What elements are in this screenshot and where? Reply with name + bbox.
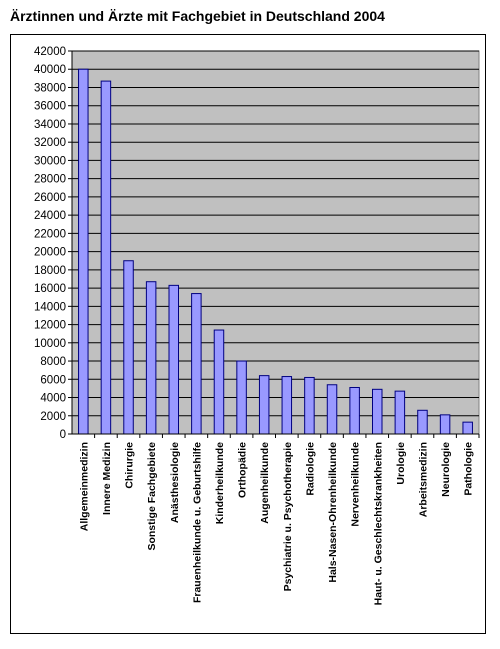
y-axis-ticks: 0 2000 4000 6000 8000 10000 12000 14000 16000 180… — [34, 46, 72, 441]
y-tick-label: 12000 — [34, 320, 66, 332]
y-tick-label: 0 — [60, 429, 66, 441]
bar — [168, 284, 179, 435]
y-tick-label: 40000 — [34, 64, 66, 76]
bar — [236, 360, 247, 435]
bar — [145, 281, 157, 435]
y-tick-label: 14000 — [34, 301, 66, 313]
x-tick-label: Allgemeinmedizin — [78, 442, 90, 531]
x-tick-label: Pathologie — [463, 442, 475, 496]
bar — [394, 390, 406, 435]
x-tick-label: Urologie — [395, 442, 407, 485]
x-tick-label: Anästhesiologie — [169, 442, 181, 523]
bar — [417, 409, 428, 435]
y-tick-label: 38000 — [34, 82, 66, 94]
bar-chart: 0 2000 4000 6000 8000 10000 12000 14000 16000 180… — [34, 46, 480, 606]
x-tick-label: Frauenheilkunde u. Geburtshilfe — [191, 442, 203, 603]
y-tick-label: 2000 — [40, 411, 66, 423]
y-tick-label: 10000 — [34, 338, 66, 350]
x-tick-label: Chirurgie — [124, 442, 136, 489]
chart-title: Ärztinnen und Ärzte mit Fachgebiet in De… — [10, 8, 385, 24]
y-tick-label: 20000 — [34, 247, 66, 259]
x-tick-label: Innere Medizin — [101, 442, 113, 515]
bar — [123, 260, 134, 435]
x-tick-label: Nervenheilkunde — [350, 442, 362, 527]
x-tick-label: Haut- u. Geschlechtskrankheiten — [372, 442, 384, 605]
bar — [462, 421, 473, 435]
y-tick-label: 28000 — [34, 174, 66, 186]
y-tick-label: 4000 — [40, 393, 66, 405]
x-tick-label: Kinderheilkunde — [214, 442, 226, 524]
bar — [213, 329, 225, 435]
bars — [78, 68, 473, 435]
x-tick-label: Augenheilkunde — [259, 442, 271, 524]
bar — [439, 414, 451, 435]
x-tick-label: Radiologie — [304, 442, 316, 496]
y-tick-label: 26000 — [34, 192, 66, 204]
gridlines — [72, 50, 479, 417]
x-tick-label: Neurologie — [440, 442, 452, 497]
bar — [191, 293, 202, 435]
y-tick-label: 42000 — [34, 46, 66, 58]
y-tick-label: 32000 — [34, 137, 66, 149]
x-tick-label: Arbeitsmedizin — [417, 442, 429, 517]
bar — [258, 375, 270, 435]
bar — [281, 376, 293, 435]
y-tick-label: 34000 — [34, 119, 66, 131]
y-tick-label: 36000 — [34, 101, 66, 113]
y-tick-label: 22000 — [34, 228, 66, 240]
x-tick-label: Orthopädie — [237, 442, 249, 498]
y-tick-label: 18000 — [34, 265, 66, 277]
plot-area — [71, 50, 480, 435]
y-tick-label: 16000 — [34, 283, 66, 295]
y-tick-label: 24000 — [34, 210, 66, 222]
bar — [326, 384, 338, 435]
x-tick-label: Hals-Nasen-Ohrenheilkunde — [327, 442, 339, 583]
x-tick-label: Sonstige Fachgebiete — [146, 442, 158, 551]
bar — [372, 388, 383, 435]
bar — [78, 68, 89, 435]
x-tick-label: Psychiatrie u. Psychotherapie — [282, 442, 294, 592]
y-tick-label: 8000 — [40, 356, 66, 368]
y-tick-label: 6000 — [40, 374, 66, 386]
chart-frame: 0 2000 4000 6000 8000 10000 12000 14000 16000 180… — [10, 34, 486, 634]
axes — [71, 51, 480, 438]
bar — [100, 80, 112, 435]
bar — [349, 386, 360, 435]
bar — [304, 376, 315, 435]
y-tick-label: 30000 — [34, 155, 66, 167]
x-axis-labels: Allgemeinmedizin Innere Medizin Chirurgie S… — [78, 442, 474, 606]
